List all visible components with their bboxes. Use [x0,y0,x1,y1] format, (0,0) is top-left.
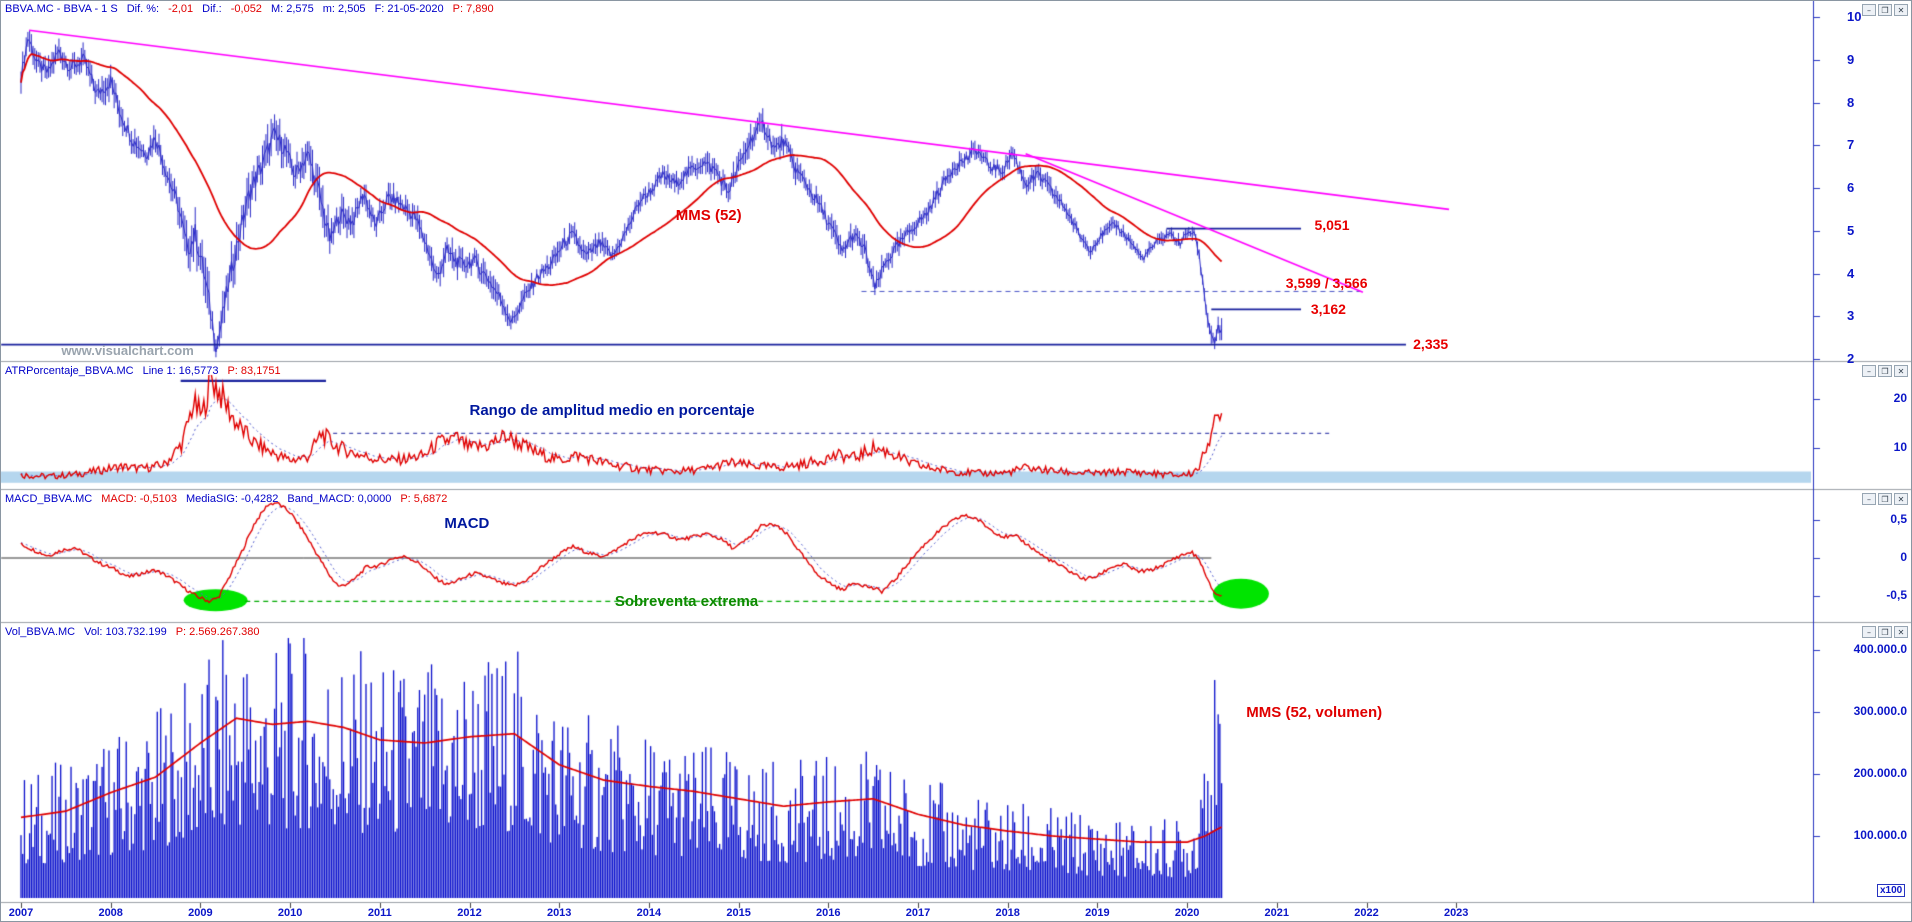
year-label: 2007 [8,907,34,919]
y-axis-label: 2 [1847,351,1855,366]
close-button[interactable]: ✕ [1894,4,1908,16]
year-label: 2011 [367,907,392,919]
header-field: Line 1: 16,5773 [142,365,219,377]
y-axis-label: 8 [1847,94,1855,110]
header-value: P: 83,1751 [227,365,281,377]
close-button[interactable]: ✕ [1894,626,1908,638]
y-axis-label: 9 [1847,51,1855,67]
maximize-button[interactable]: ❐ [1878,4,1892,16]
indicator-title: Vol_BBVA.MC [5,626,76,638]
minimize-button[interactable]: – [1862,4,1876,16]
minimize-button[interactable]: – [1862,365,1876,377]
close-button[interactable]: ✕ [1894,493,1908,505]
header-field: MediaSIG: -0,4282 [186,493,279,505]
header-field: m: 2,505 [322,3,366,15]
header-value: P: 5,6872 [400,493,448,505]
y-axis-label: 300.000.0 [1853,704,1907,718]
panel-header-volume: Vol_BBVA.MC Vol: 103.732.199 P: 2.569.26… [5,626,259,638]
header-value: -0,052 [230,3,262,15]
close-button[interactable]: ✕ [1894,365,1908,377]
atr-title-label: Rango de amplitud medio en porcentaje [469,402,755,420]
maximize-button[interactable]: ❐ [1878,493,1892,505]
macd-title-label: MACD [444,515,490,533]
year-label: 2015 [726,907,751,919]
window-controls-macd: – ❐ ✕ [1862,493,1908,505]
price-level-label-3162: 3,162 [1310,300,1346,317]
year-label: 2019 [1085,907,1110,919]
minimize-button[interactable]: – [1862,493,1876,505]
header-field: Band_MACD: 0,0000 [287,493,392,505]
price-level-label-3599-3566: 3,599 / 3,566 [1285,275,1368,292]
year-label: 2016 [816,907,841,919]
panel-header-price: BBVA.MC - BBVA - 1 S Dif. %: -2,01 Dif.:… [5,3,494,15]
header-field: M: 2,575 [270,3,314,15]
year-label: 2023 [1443,907,1469,919]
year-label: 2020 [1174,907,1200,919]
volume-mms-label: MMS (52, volumen) [1246,703,1383,721]
y-axis-label: 10 [1893,440,1907,454]
year-label: 2014 [636,907,662,919]
header-value: MACD: -0,5103 [101,493,178,505]
year-label: 2012 [457,907,482,919]
header-field: F: 21-05-2020 [374,3,444,15]
y-axis-label: 0 [1900,550,1907,564]
watermark: www.visualchart.com [61,342,194,358]
price-level-label-5051: 5,051 [1314,217,1350,234]
header-field: Vol: 103.732.199 [84,626,167,638]
y-axis-label: 400.000.0 [1853,642,1907,656]
year-label: 2008 [98,907,123,919]
header-value: P: 7,890 [452,3,494,15]
y-axis-label: 6 [1847,180,1855,195]
maximize-button[interactable]: ❐ [1878,626,1892,638]
header-value: -2,01 [168,3,194,15]
y-axis-label: 100.000.0 [1853,828,1907,842]
window-controls-atr: – ❐ ✕ [1862,365,1908,377]
year-label: 2013 [546,907,572,919]
indicator-title: ATRPorcentaje_BBVA.MC [5,365,134,377]
window-controls-price: – ❐ ✕ [1862,4,1908,16]
year-label: 2017 [905,907,931,919]
window-controls-volume: – ❐ ✕ [1862,626,1908,638]
year-label: 2009 [188,907,213,919]
mms52-label: MMS (52) [675,207,742,225]
y-axis-label: 200.000.0 [1853,766,1907,780]
y-axis-label: 0,5 [1890,512,1907,526]
oversold-label: Sobreventa extrema [614,592,759,610]
indicator-title: MACD_BBVA.MC [5,493,93,505]
header-field: Dif. %: [126,3,160,15]
y-axis-label: -0,5 [1886,588,1907,602]
panel-header-macd: MACD_BBVA.MC MACD: -0,5103 MediaSIG: -0,… [5,493,447,505]
maximize-button[interactable]: ❐ [1878,365,1892,377]
y-axis-label: 10 [1847,9,1862,24]
y-axis-label: 20 [1893,391,1907,405]
panel-header-atr: ATRPorcentaje_BBVA.MC Line 1: 16,5773 P:… [5,365,281,377]
y-axis-label: 5 [1847,222,1855,238]
year-label: 2010 [277,907,303,919]
year-label: 2022 [1354,907,1379,919]
minimize-button[interactable]: – [1862,626,1876,638]
y-axis-label: 3 [1847,308,1855,324]
instrument-title: BBVA.MC - BBVA - 1 S [5,3,118,15]
year-label: 2018 [995,907,1020,919]
price-level-label-2335: 2,335 [1413,335,1449,352]
header-value: P: 2.569.267.380 [175,626,260,638]
header-field: Dif.: [202,3,222,15]
axis-multiplier: x100 [1877,884,1906,897]
y-axis-label: 4 [1847,265,1855,281]
y-axis-label: 7 [1847,137,1855,153]
year-label: 2021 [1264,907,1290,919]
